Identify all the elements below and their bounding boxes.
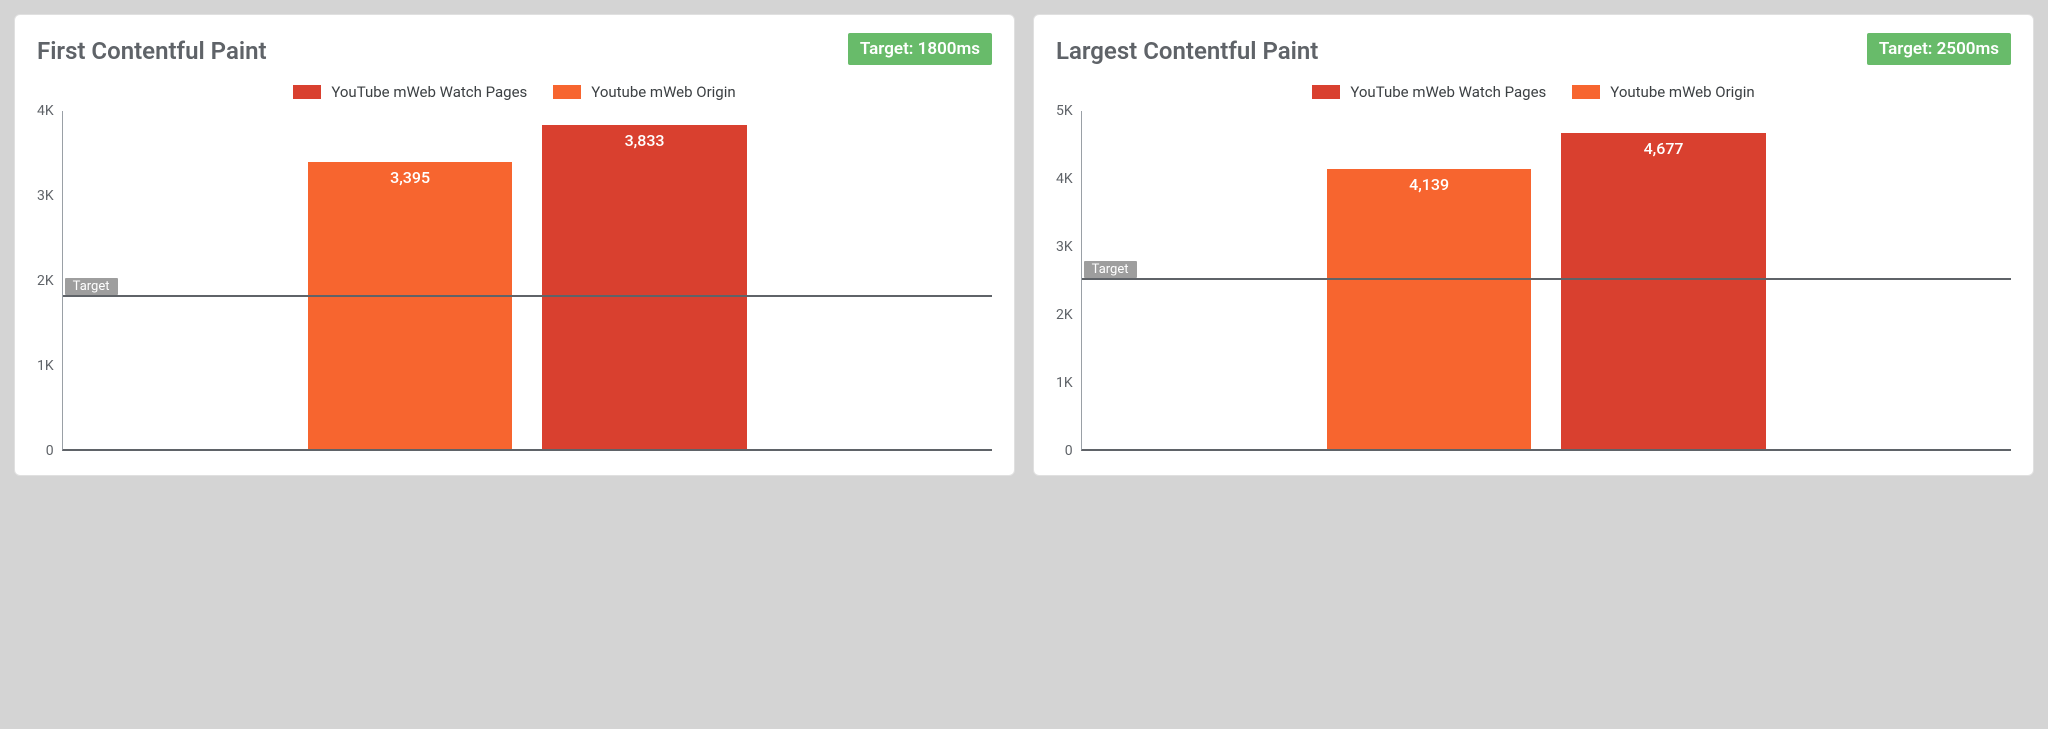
bar: 3,833 [542,125,746,449]
panel-fcp: First Contentful Paint Target: 1800ms Yo… [14,14,1015,476]
legend-swatch [293,85,321,99]
legend-item: Youtube mWeb Origin [553,83,735,101]
target-chip: Target [65,278,118,295]
legend-label: Youtube mWeb Origin [591,83,735,101]
legend-swatch [1312,85,1340,99]
legend-swatch [553,85,581,99]
legend-item: Youtube mWeb Origin [1572,83,1754,101]
panel-header: Largest Contentful Paint Target: 2500ms [1056,33,2011,65]
target-badge: Target: 1800ms [848,33,992,65]
target-chip: Target [1084,261,1137,278]
bar: 4,677 [1561,133,1765,449]
bar-value-label: 3,833 [625,131,665,150]
legend-swatch [1572,85,1600,99]
legend-label: YouTube mWeb Watch Pages [331,83,527,101]
target-badge: Target: 2500ms [1867,33,2011,65]
panel-header: First Contentful Paint Target: 1800ms [37,33,992,65]
plot-area: Target 4,139 4,677 [1081,111,2011,451]
target-line: Target [1082,278,2011,280]
legend: YouTube mWeb Watch Pages Youtube mWeb Or… [37,83,992,101]
bar-value-label: 4,139 [1409,175,1449,194]
panel-title: First Contentful Paint [37,33,267,65]
panel-title: Largest Contentful Paint [1056,33,1318,65]
bars: 4,139 4,677 [1082,111,2011,449]
bars: 3,395 3,833 [63,111,992,449]
legend-item: YouTube mWeb Watch Pages [1312,83,1546,101]
chart: 5K4K3K2K1K0 Target 4,139 4,677 [1056,111,2011,451]
target-line: Target [63,295,992,297]
legend: YouTube mWeb Watch Pages Youtube mWeb Or… [1056,83,2011,101]
panels-row: First Contentful Paint Target: 1800ms Yo… [14,14,2034,476]
legend-item: YouTube mWeb Watch Pages [293,83,527,101]
y-axis: 5K4K3K2K1K0 [1056,111,1081,451]
bar: 3,395 [308,162,512,449]
legend-label: YouTube mWeb Watch Pages [1350,83,1546,101]
legend-label: Youtube mWeb Origin [1610,83,1754,101]
plot-area: Target 3,395 3,833 [62,111,992,451]
chart: 4K3K2K1K0 Target 3,395 3,833 [37,111,992,451]
bar-value-label: 3,395 [390,168,430,187]
y-axis: 4K3K2K1K0 [37,111,62,451]
bar: 4,139 [1327,169,1531,449]
bar-value-label: 4,677 [1644,139,1684,158]
panel-lcp: Largest Contentful Paint Target: 2500ms … [1033,14,2034,476]
